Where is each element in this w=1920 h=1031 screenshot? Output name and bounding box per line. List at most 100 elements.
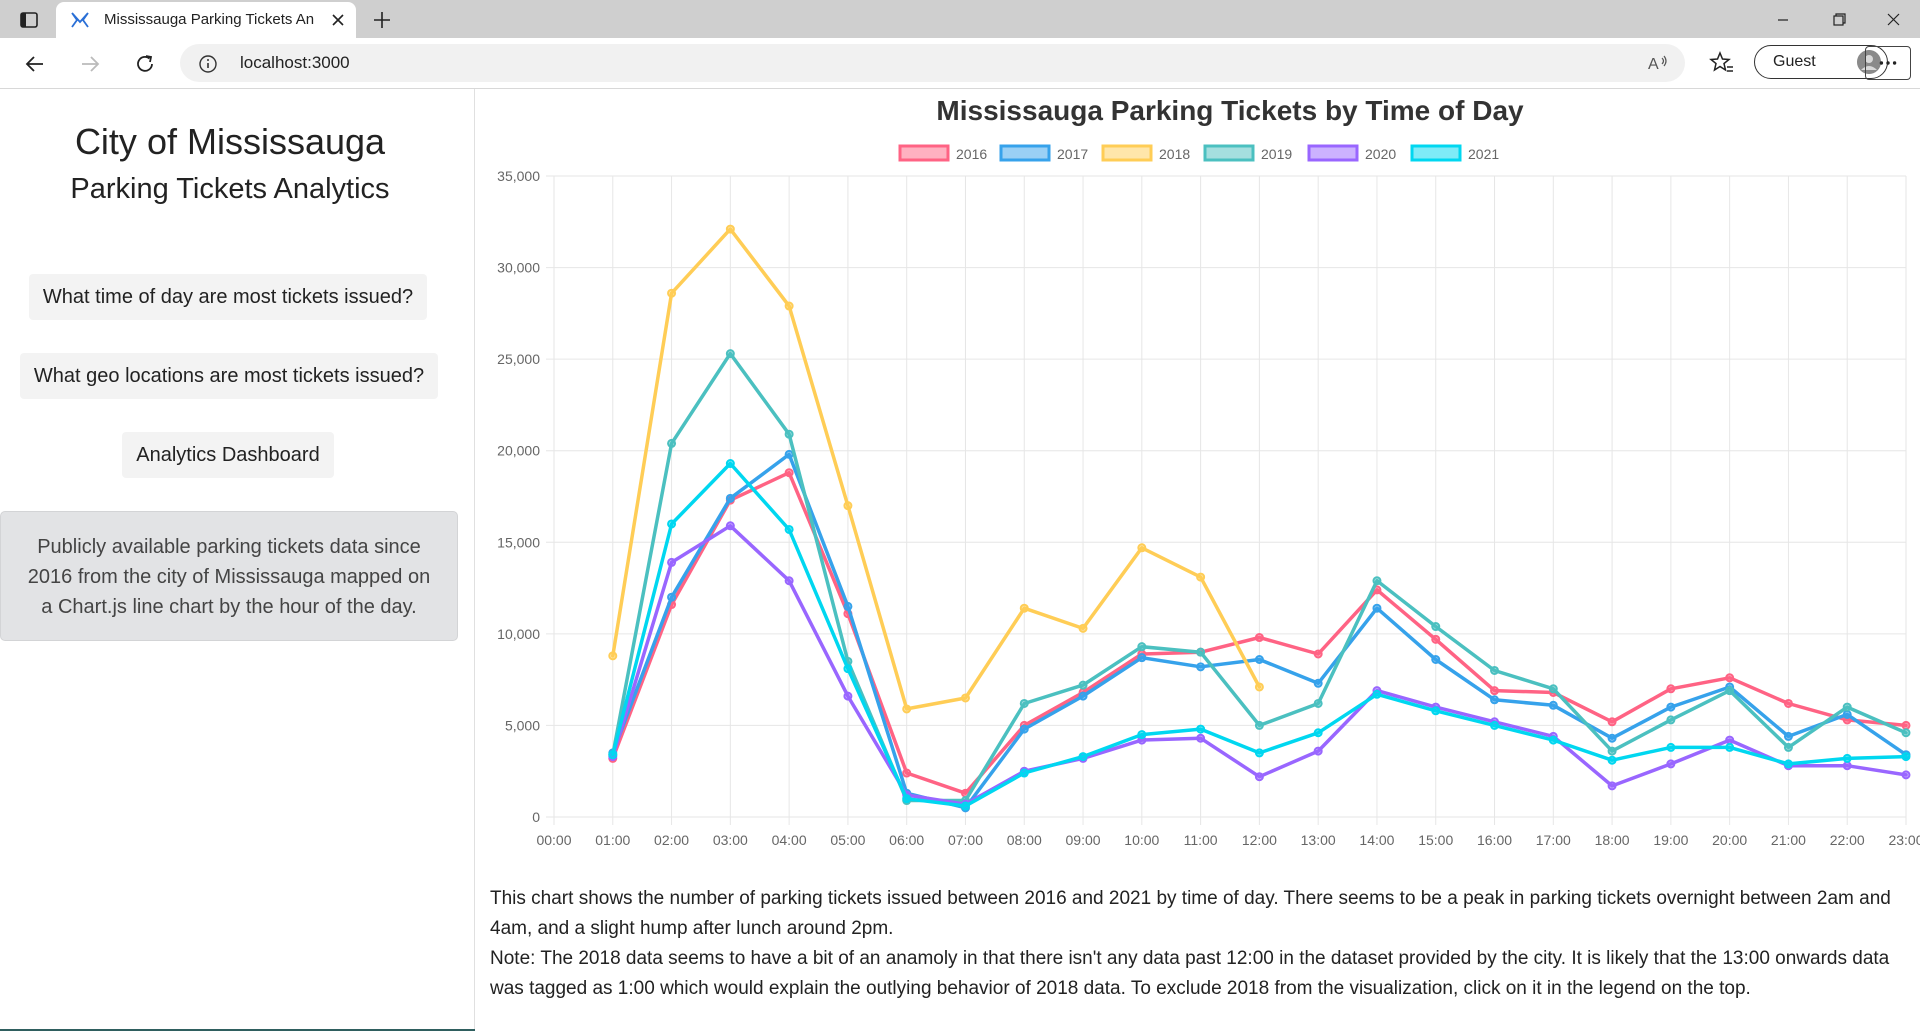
- refresh-icon[interactable]: [132, 51, 158, 77]
- data-point-2018[interactable]: [608, 651, 618, 661]
- data-point-2020[interactable]: [1842, 761, 1852, 771]
- data-point-2020[interactable]: [1666, 759, 1676, 769]
- read-aloud-icon[interactable]: A: [1647, 52, 1671, 74]
- plus-icon[interactable]: [370, 8, 394, 32]
- data-point-2021[interactable]: [1725, 742, 1735, 752]
- data-point-2017[interactable]: [1431, 654, 1441, 664]
- data-point-2019[interactable]: [1901, 728, 1911, 738]
- analytics-dashboard-button[interactable]: Analytics Dashboard: [122, 432, 334, 478]
- data-point-2021[interactable]: [784, 524, 794, 534]
- data-point-2016[interactable]: [1666, 684, 1676, 694]
- data-point-2019[interactable]: [1725, 686, 1735, 696]
- data-point-2016[interactable]: [1254, 633, 1264, 643]
- data-point-2017[interactable]: [1548, 700, 1558, 710]
- legend-label-2016[interactable]: 2016: [956, 146, 987, 162]
- data-point-2019[interactable]: [1254, 720, 1264, 730]
- data-point-2021[interactable]: [902, 794, 912, 804]
- data-point-2018[interactable]: [1078, 623, 1088, 633]
- data-point-2018[interactable]: [1254, 682, 1264, 692]
- data-point-2017[interactable]: [725, 493, 735, 503]
- legend-swatch-2021[interactable]: [1410, 144, 1462, 162]
- info-icon[interactable]: [198, 54, 218, 74]
- data-point-2019[interactable]: [725, 349, 735, 359]
- data-point-2017[interactable]: [1196, 662, 1206, 672]
- data-point-2017[interactable]: [1019, 724, 1029, 734]
- data-point-2019[interactable]: [1431, 622, 1441, 632]
- data-point-2021[interactable]: [667, 519, 677, 529]
- legend-label-2019[interactable]: 2019: [1261, 146, 1292, 162]
- data-point-2021[interactable]: [1019, 768, 1029, 778]
- data-point-2017[interactable]: [784, 449, 794, 459]
- data-point-2017[interactable]: [667, 592, 677, 602]
- data-point-2020[interactable]: [1254, 772, 1264, 782]
- data-point-2016[interactable]: [1490, 686, 1500, 696]
- minimize-icon[interactable]: [1760, 6, 1806, 34]
- data-point-2021[interactable]: [843, 664, 853, 674]
- data-point-2018[interactable]: [725, 224, 735, 234]
- legend-swatch-2017[interactable]: [999, 144, 1051, 162]
- data-point-2020[interactable]: [1725, 735, 1735, 745]
- data-point-2016[interactable]: [1313, 649, 1323, 659]
- legend-swatch-2019[interactable]: [1203, 144, 1255, 162]
- data-point-2018[interactable]: [1019, 603, 1029, 613]
- data-point-2020[interactable]: [667, 557, 677, 567]
- data-point-2020[interactable]: [784, 576, 794, 586]
- data-point-2019[interactable]: [1490, 665, 1500, 675]
- close-icon[interactable]: [326, 8, 350, 32]
- data-point-2016[interactable]: [784, 468, 794, 478]
- data-point-2021[interactable]: [1372, 689, 1382, 699]
- data-point-2018[interactable]: [784, 301, 794, 311]
- data-point-2016[interactable]: [1607, 717, 1617, 727]
- data-point-2019[interactable]: [1666, 715, 1676, 725]
- data-point-2021[interactable]: [1607, 755, 1617, 765]
- legend-label-2017[interactable]: 2017: [1057, 146, 1088, 162]
- data-point-2017[interactable]: [1078, 691, 1088, 701]
- restore-icon[interactable]: [1816, 6, 1862, 34]
- data-point-2017[interactable]: [1607, 733, 1617, 743]
- data-point-2021[interactable]: [1254, 748, 1264, 758]
- browser-tab[interactable]: Mississauga Parking Tickets Anal: [56, 2, 356, 38]
- data-point-2018[interactable]: [667, 288, 677, 298]
- close-window-icon[interactable]: [1870, 6, 1916, 34]
- data-point-2021[interactable]: [1842, 753, 1852, 763]
- data-point-2019[interactable]: [1607, 746, 1617, 756]
- data-point-2019[interactable]: [1078, 680, 1088, 690]
- data-point-2021[interactable]: [1666, 742, 1676, 752]
- data-point-2020[interactable]: [1901, 770, 1911, 780]
- data-point-2021[interactable]: [1078, 752, 1088, 762]
- forward-arrow-icon[interactable]: [77, 51, 103, 77]
- back-arrow-icon[interactable]: [22, 51, 48, 77]
- data-point-2019[interactable]: [1019, 698, 1029, 708]
- data-point-2017[interactable]: [1842, 709, 1852, 719]
- data-point-2020[interactable]: [1607, 781, 1617, 791]
- legend-swatch-2016[interactable]: [898, 144, 950, 162]
- data-point-2016[interactable]: [1431, 634, 1441, 644]
- address-bar[interactable]: localhost:3000 A: [180, 44, 1685, 82]
- data-point-2016[interactable]: [1901, 720, 1911, 730]
- data-point-2021[interactable]: [1548, 735, 1558, 745]
- data-point-2021[interactable]: [1137, 730, 1147, 740]
- data-point-2017[interactable]: [1783, 731, 1793, 741]
- data-point-2021[interactable]: [725, 459, 735, 469]
- favorites-icon[interactable]: [1709, 50, 1735, 76]
- time-of-day-button[interactable]: What time of day are most tickets issued…: [29, 274, 427, 320]
- data-point-2021[interactable]: [960, 801, 970, 811]
- more-icon[interactable]: [1865, 46, 1911, 80]
- data-point-2017[interactable]: [1490, 695, 1500, 705]
- data-point-2021[interactable]: [1783, 759, 1793, 769]
- legend-swatch-2018[interactable]: [1101, 144, 1153, 162]
- url-text[interactable]: localhost:3000: [240, 53, 350, 72]
- data-point-2018[interactable]: [1137, 543, 1147, 553]
- data-point-2016[interactable]: [1725, 673, 1735, 683]
- geo-locations-button[interactable]: What geo locations are most tickets issu…: [20, 353, 438, 399]
- data-point-2020[interactable]: [843, 691, 853, 701]
- data-point-2016[interactable]: [1783, 698, 1793, 708]
- data-point-2019[interactable]: [1783, 742, 1793, 752]
- data-point-2021[interactable]: [1490, 720, 1500, 730]
- data-point-2021[interactable]: [1196, 724, 1206, 734]
- data-point-2021[interactable]: [1901, 752, 1911, 762]
- legend-label-2020[interactable]: 2020: [1365, 146, 1396, 162]
- legend-label-2021[interactable]: 2021: [1468, 146, 1499, 162]
- data-point-2018[interactable]: [843, 501, 853, 511]
- data-point-2017[interactable]: [1254, 654, 1264, 664]
